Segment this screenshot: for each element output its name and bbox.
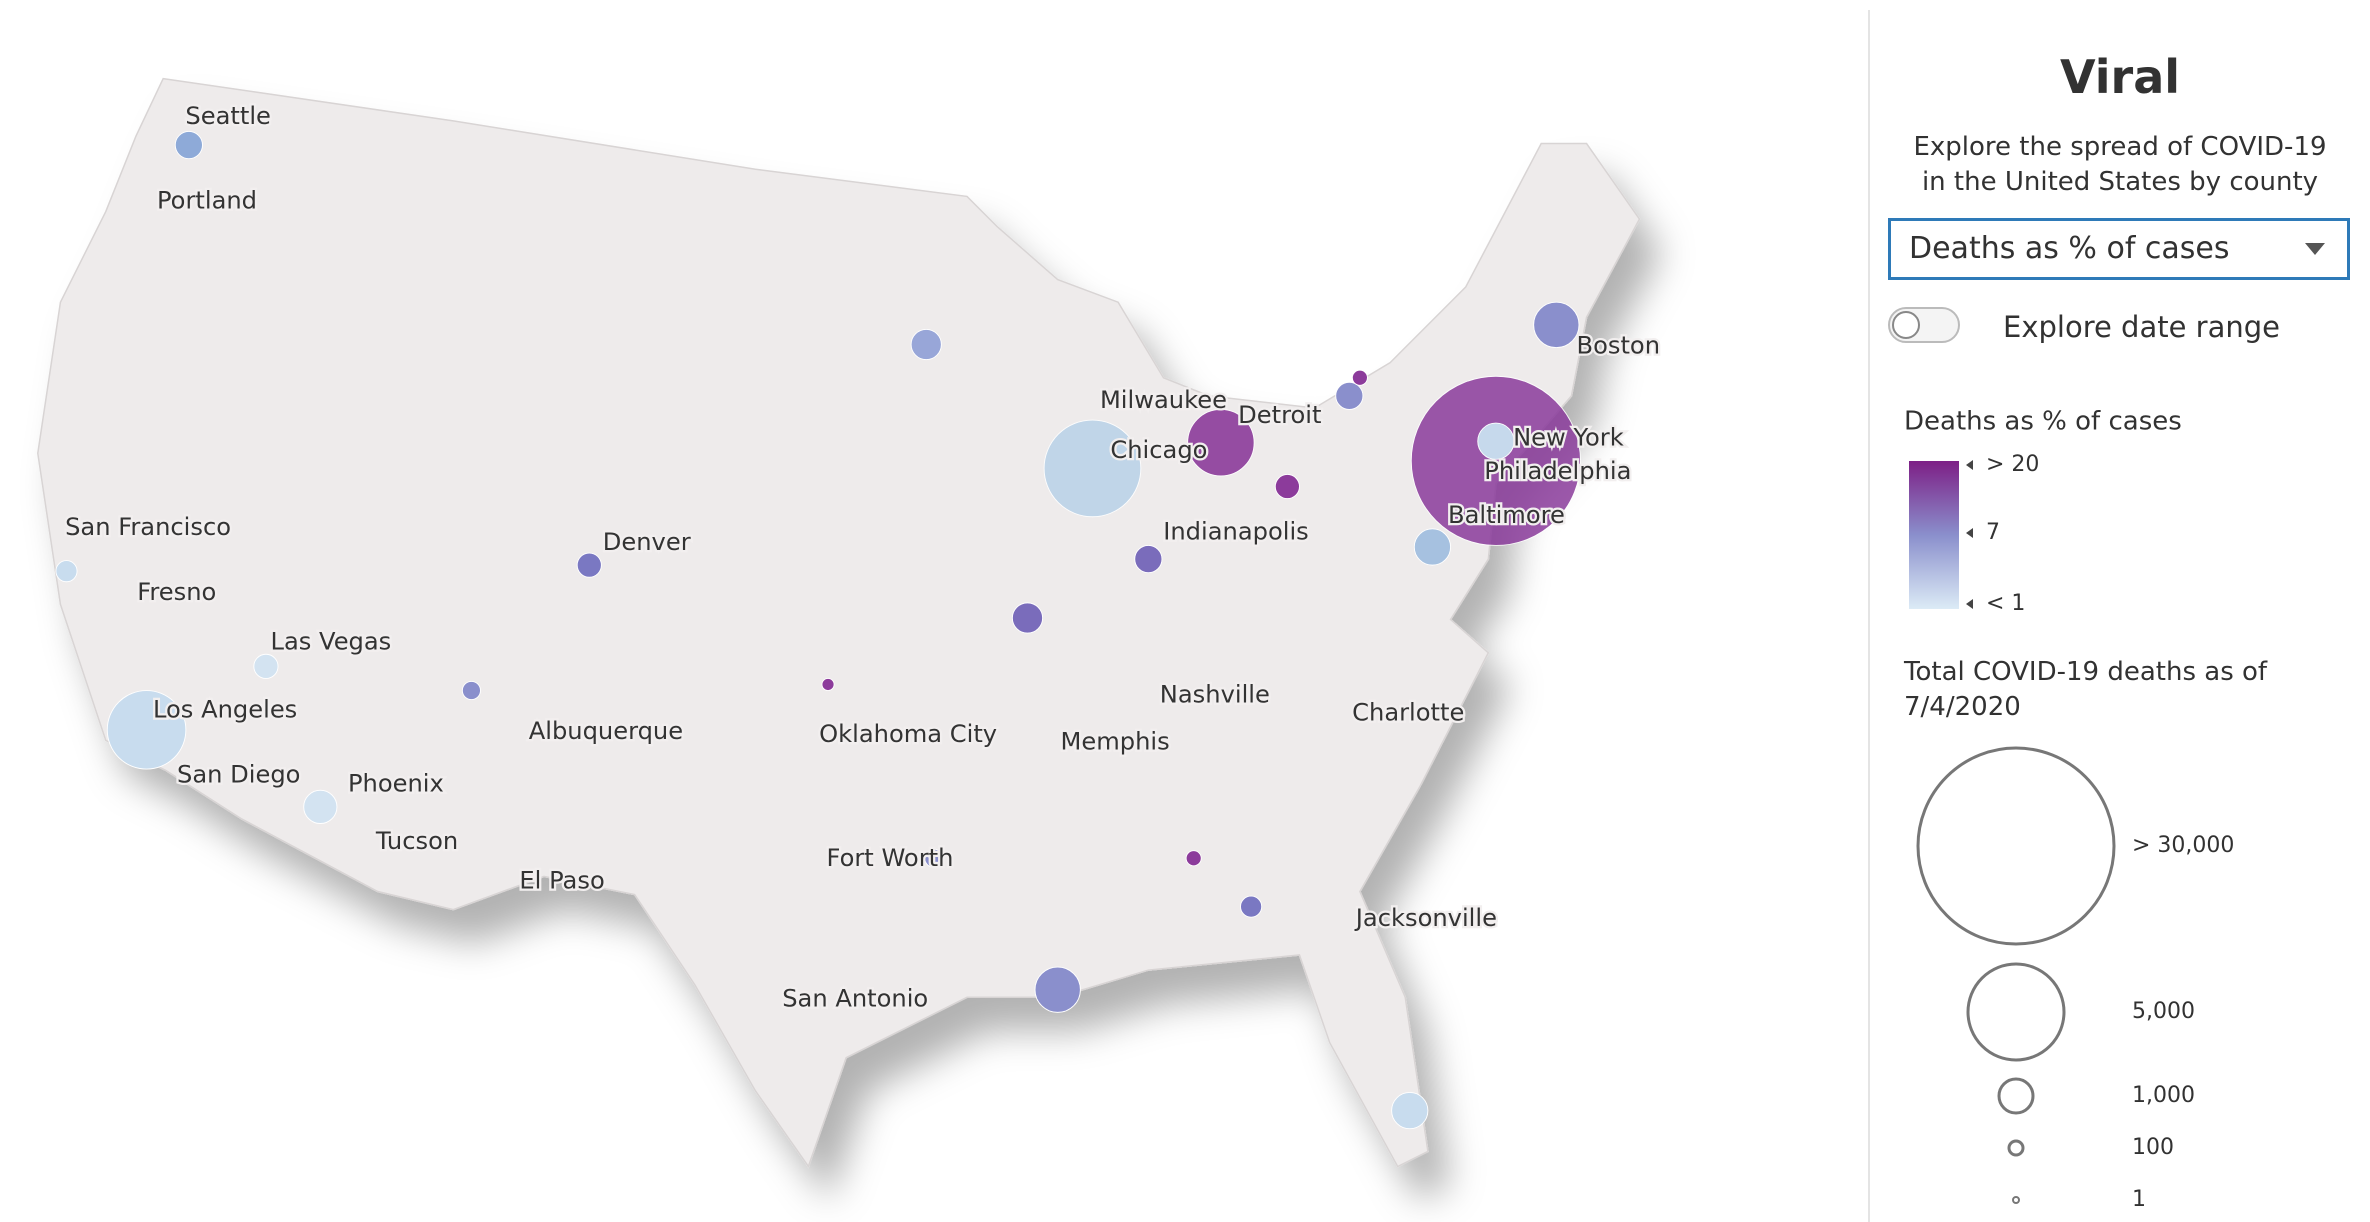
toggle-knob: [1892, 311, 1920, 339]
county-bubble: [461, 681, 481, 701]
city-label: Oklahoma City: [819, 720, 997, 748]
size-legend-circle: [1997, 1077, 2035, 1115]
city-label: Detroit: [1238, 401, 1321, 429]
size-legend-label: 1: [2132, 1187, 2146, 1212]
size-legend-label: 100: [2132, 1135, 2174, 1160]
city-label: Phoenix: [348, 770, 444, 798]
dropdown-value: Deaths as % of cases: [1909, 231, 2230, 266]
city-label: Fort Worth: [827, 844, 954, 872]
city-label: Indianapolis: [1163, 517, 1309, 545]
size-legend-label: > 30,000: [2132, 833, 2234, 858]
size-legend-circle: [2012, 1196, 2020, 1204]
county-bubble: [1413, 528, 1452, 566]
county-bubble: [924, 848, 944, 868]
panel-title: Viral: [2059, 50, 2181, 104]
metric-dropdown[interactable]: Deaths as % of cases: [1888, 218, 2350, 280]
city-label: Los Angeles: [153, 696, 297, 724]
size-legend-label: 1,000: [2132, 1083, 2195, 1108]
color-legend-label: 7: [1986, 520, 2000, 545]
county-bubble: [1185, 850, 1202, 867]
date-range-toggle[interactable]: [1888, 307, 1960, 343]
county-bubble: [1351, 369, 1368, 386]
city-label: Milwaukee: [1100, 386, 1227, 414]
city-label: Albuquerque: [529, 717, 683, 745]
county-bubble: [1043, 419, 1142, 518]
legend-pointer: [1966, 528, 1973, 538]
city-label: Tucson: [375, 827, 458, 855]
color-legend-label: < 1: [1986, 591, 2025, 616]
county-bubble: [1533, 301, 1580, 348]
legend: Deaths as % of cases Total COVID-19 deat…: [1903, 407, 2268, 1213]
city-label: El Paso: [519, 866, 604, 894]
county-bubble: [1274, 474, 1300, 500]
size-legend-circle: [2007, 1139, 2025, 1157]
city-label: San Diego: [177, 761, 300, 789]
county-bubble: [1134, 545, 1163, 574]
county-bubble: [303, 789, 338, 824]
county-bubble: [1187, 409, 1255, 477]
size-legend-title: Total COVID-19 deaths as of 7/4/2020: [1903, 657, 2268, 722]
city-label: New York: [1513, 424, 1624, 452]
city-label: Memphis: [1061, 727, 1170, 755]
county-bubble: [910, 328, 942, 361]
size-legend-label: 5,000: [2132, 999, 2195, 1024]
county-bubble: [55, 560, 78, 583]
city-label: Jacksonville: [1354, 904, 1497, 932]
dropdown-arrow: [2305, 243, 2325, 255]
city-label: Philadelphia: [1484, 457, 1631, 485]
city-label: Seattle: [185, 102, 271, 130]
map-layer: Seattle Portland San Francisco Fresno Las Ve…: [37, 77, 1662, 1169]
city-label: Boston: [1577, 332, 1661, 360]
city-label: San Antonio: [782, 984, 928, 1012]
color-ramp: [1909, 461, 1959, 609]
map[interactable]: Seattle Portland San Francisco Fresno Las Ve…: [0, 0, 1860, 1222]
size-legend-circle: [1966, 962, 2066, 1062]
city-label: Chicago: [1110, 436, 1207, 464]
color-legend-label: > 20: [1986, 452, 2039, 477]
size-legend-circle: [1916, 746, 2116, 946]
county-bubble: [1240, 895, 1263, 918]
panel-description: Explore the spread of COVID-19 in the Un…: [1913, 132, 2327, 197]
legend-pointer: [1966, 460, 1973, 470]
county-bubble: [1477, 422, 1515, 460]
county-bubble: [1034, 966, 1081, 1013]
county-bubble: [174, 131, 203, 160]
side-panel: Viral Explore the spread of COVID-19 in …: [1868, 10, 2370, 1222]
city-label: San Francisco: [65, 513, 231, 541]
county-bubble: [1391, 1091, 1429, 1130]
county-bubble: [1410, 375, 1581, 546]
county-bubble: [1011, 602, 1044, 634]
county-bubble: [1335, 381, 1364, 410]
color-legend-title: Deaths as % of cases: [1904, 407, 2182, 437]
county-bubble: [821, 677, 835, 691]
size-legend-title-line: Total COVID-19 deaths as of: [1903, 657, 2268, 687]
city-label: Portland: [157, 187, 257, 215]
county-bubble: [576, 552, 602, 578]
city-label: Charlotte: [1352, 699, 1464, 727]
city-label: Fresno: [137, 578, 216, 606]
city-label: Denver: [603, 528, 691, 556]
size-legend-title-line: 7/4/2020: [1904, 692, 2021, 722]
city-label: Nashville: [1160, 681, 1270, 709]
county-bubble: [106, 690, 187, 770]
city-label: Las Vegas: [271, 628, 392, 656]
us-outline: [37, 77, 1641, 1169]
toggle-label: Explore date range: [2003, 310, 2280, 344]
county-bubble: [253, 653, 279, 679]
county-bubbles: [55, 131, 1581, 1130]
city-labels: Seattle Portland San Francisco Fresno Las Ve…: [63, 100, 1662, 1015]
legend-pointer: [1966, 599, 1973, 609]
city-label: Baltimore: [1448, 501, 1565, 529]
